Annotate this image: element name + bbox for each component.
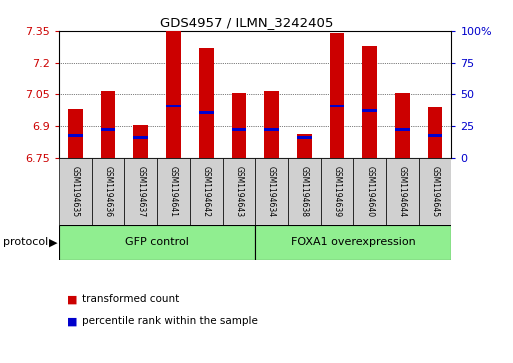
Bar	[199, 48, 213, 158]
Bar	[264, 91, 279, 158]
Bar	[92, 158, 125, 225]
Text: GSM1194637: GSM1194637	[136, 166, 145, 217]
Bar	[133, 136, 148, 139]
Bar	[68, 109, 83, 158]
Bar	[428, 134, 442, 137]
Bar	[68, 134, 83, 137]
Bar	[166, 105, 181, 107]
Bar	[101, 91, 115, 158]
Bar	[330, 105, 344, 107]
Text: GSM1194642: GSM1194642	[202, 166, 211, 217]
Text: GDS4957 / ILMN_3242405: GDS4957 / ILMN_3242405	[160, 16, 333, 29]
Bar	[231, 93, 246, 158]
Bar	[419, 158, 451, 225]
Text: ■: ■	[67, 316, 77, 326]
Text: protocol: protocol	[3, 237, 48, 247]
Text: GSM1194634: GSM1194634	[267, 166, 276, 217]
Bar	[190, 158, 223, 225]
Bar	[133, 125, 148, 158]
Text: GSM1194641: GSM1194641	[169, 166, 178, 217]
Text: GSM1194640: GSM1194640	[365, 166, 374, 217]
Bar	[386, 158, 419, 225]
Text: ■: ■	[67, 294, 77, 305]
Bar	[288, 158, 321, 225]
Text: GSM1194645: GSM1194645	[430, 166, 440, 217]
Text: GFP control: GFP control	[125, 237, 189, 247]
Text: GSM1194636: GSM1194636	[104, 166, 112, 217]
Bar	[59, 225, 255, 260]
Bar	[157, 158, 190, 225]
Bar	[362, 46, 377, 158]
Bar	[353, 158, 386, 225]
Text: GSM1194635: GSM1194635	[71, 166, 80, 217]
Bar	[321, 158, 353, 225]
Text: GSM1194644: GSM1194644	[398, 166, 407, 217]
Bar	[428, 107, 442, 158]
Bar	[297, 134, 311, 158]
Bar	[166, 31, 181, 158]
Text: FOXA1 overexpression: FOXA1 overexpression	[291, 237, 416, 247]
Bar	[255, 158, 288, 225]
Bar	[362, 109, 377, 112]
Bar	[264, 128, 279, 131]
Bar	[395, 93, 410, 158]
Bar	[59, 158, 92, 225]
Text: GSM1194638: GSM1194638	[300, 166, 309, 217]
Text: percentile rank within the sample: percentile rank within the sample	[82, 316, 258, 326]
Text: transformed count: transformed count	[82, 294, 180, 305]
Bar	[199, 111, 213, 114]
Bar	[124, 158, 157, 225]
Bar	[101, 128, 115, 131]
Text: GSM1194643: GSM1194643	[234, 166, 243, 217]
Bar	[395, 128, 410, 131]
Text: GSM1194639: GSM1194639	[332, 166, 342, 217]
Bar	[223, 158, 255, 225]
Bar	[231, 128, 246, 131]
Bar	[255, 225, 451, 260]
Bar	[330, 33, 344, 158]
Bar	[297, 136, 311, 139]
Text: ▶: ▶	[49, 237, 57, 247]
